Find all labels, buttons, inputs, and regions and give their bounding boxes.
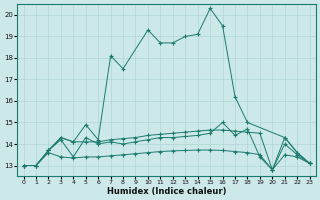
X-axis label: Humidex (Indice chaleur): Humidex (Indice chaleur) <box>107 187 226 196</box>
